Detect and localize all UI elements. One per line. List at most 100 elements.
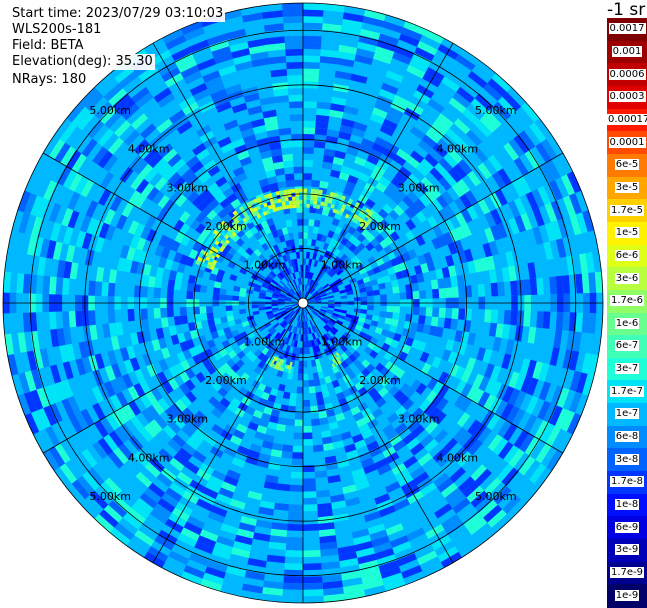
- range-gate: [378, 33, 399, 46]
- range-gate: [240, 372, 250, 382]
- range-gate: [179, 382, 191, 395]
- range-gate: [288, 274, 293, 281]
- range-gate: [294, 293, 300, 300]
- range-gate: [338, 44, 358, 55]
- range-gate: [367, 387, 378, 398]
- aerosol-gate: [208, 235, 214, 242]
- range-gate: [17, 393, 31, 416]
- range-gate: [353, 474, 368, 485]
- range-gate: [566, 412, 582, 435]
- aerosol-gate: [326, 206, 331, 212]
- range-gate: [130, 415, 144, 432]
- range-gate: [258, 325, 266, 332]
- range-gate: [282, 287, 289, 293]
- range-gate: [30, 389, 44, 411]
- aerosol-gate: [318, 189, 323, 194]
- aerosol-gate: [229, 234, 235, 240]
- range-gate: [334, 266, 342, 274]
- range-gate: [477, 426, 492, 444]
- aerosol-gate: [296, 203, 300, 208]
- range-gate: [467, 332, 476, 346]
- range-gate: [256, 425, 268, 435]
- range-gate: [216, 269, 226, 277]
- range-gate: [582, 210, 595, 232]
- colorbar-tick-label: 3e-9: [607, 544, 647, 556]
- range-gate: [303, 308, 306, 315]
- range-gate: [445, 254, 455, 267]
- range-gate: [160, 347, 171, 359]
- range-gate: [114, 426, 129, 444]
- aerosol-gate: [303, 199, 307, 204]
- range-gate: [307, 305, 315, 309]
- range-gate: [358, 172, 371, 183]
- range-gate: [238, 386, 249, 397]
- range-gate: [364, 346, 373, 355]
- range-gate: [472, 388, 485, 404]
- range-gate: [501, 266, 511, 282]
- range-gate: [59, 122, 77, 143]
- range-gate: [507, 200, 521, 218]
- range-gate: [457, 250, 468, 264]
- range-gate: [282, 9, 303, 17]
- colorbar-tick-label: 3e-5: [607, 181, 647, 194]
- range-gate: [167, 279, 176, 290]
- range-gate: [283, 160, 294, 168]
- range-gate: [211, 187, 223, 199]
- range-gate: [217, 387, 228, 398]
- range-gate: [307, 306, 313, 311]
- range-gate: [226, 402, 238, 414]
- range-gate: [229, 274, 238, 282]
- range-gate: [154, 277, 163, 289]
- range-gate: [462, 108, 480, 125]
- range-gate: [303, 219, 309, 226]
- range-gate: [103, 208, 116, 225]
- range-gate: [358, 144, 372, 155]
- range-gate: [371, 315, 380, 322]
- range-gate: [266, 554, 286, 564]
- range-gate: [272, 259, 280, 267]
- range-gate: [363, 463, 378, 475]
- range-gate: [345, 313, 353, 319]
- aerosol-gate: [261, 207, 266, 213]
- range-gate: [185, 339, 195, 350]
- aerosol-gate: [210, 254, 216, 260]
- range-gate: [477, 391, 491, 408]
- range-gate: [247, 490, 263, 501]
- range-gate: [131, 502, 150, 520]
- range-gate: [390, 318, 399, 327]
- range-gate: [265, 169, 276, 179]
- range-gate: [378, 208, 389, 219]
- range-gate: [444, 487, 463, 504]
- aerosol-gate: [283, 360, 287, 365]
- aerosol-gate: [219, 239, 225, 245]
- range-gate: [424, 438, 439, 453]
- range-gate: [316, 489, 331, 498]
- range-gate: [274, 314, 282, 319]
- range-gate: [244, 570, 265, 581]
- field-label: Field: BETA: [10, 38, 86, 54]
- range-gate: [436, 397, 449, 412]
- range-gate: [399, 292, 407, 300]
- range-gate: [252, 124, 267, 135]
- range-gate: [303, 406, 311, 414]
- range-gate: [355, 480, 370, 491]
- range-gate: [389, 535, 409, 548]
- range-gate: [370, 279, 379, 286]
- colorbar-tick-text: 1.7e-7: [609, 385, 645, 397]
- range-gate: [108, 322, 118, 337]
- aerosol-gate: [313, 196, 318, 201]
- range-gate: [216, 366, 226, 377]
- colorbar-tick-label: 1e-7: [607, 408, 647, 420]
- range-gate: [342, 388, 352, 398]
- range-gate: [189, 39, 210, 53]
- range-gate: [341, 25, 362, 36]
- range-gate: [185, 173, 199, 187]
- range-gate: [293, 306, 299, 311]
- range-gate: [115, 214, 128, 230]
- range-gate: [192, 88, 211, 102]
- range-gate: [431, 198, 444, 213]
- range-gate: [177, 411, 191, 425]
- range-gate: [308, 278, 312, 286]
- range-gate: [443, 153, 458, 168]
- range-gate: [236, 246, 246, 256]
